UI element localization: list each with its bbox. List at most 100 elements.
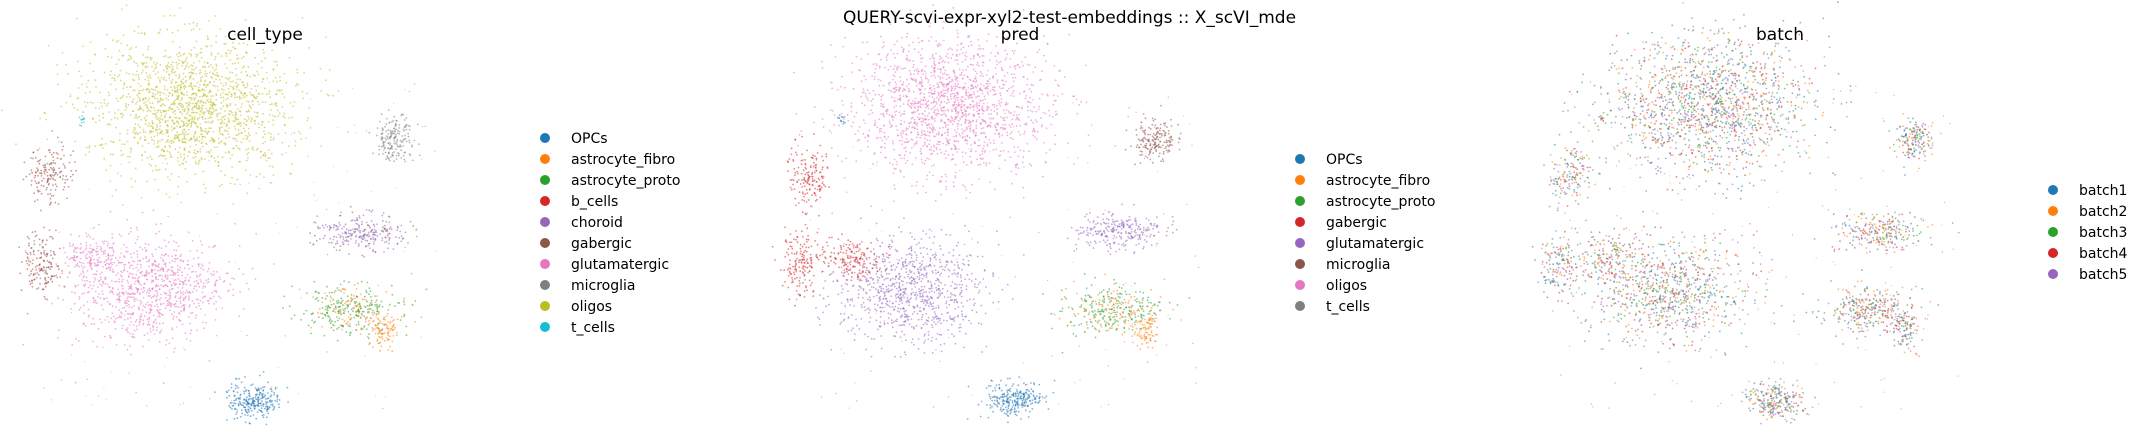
point xyxy=(213,157,216,159)
point xyxy=(196,126,199,129)
point xyxy=(387,328,389,330)
point xyxy=(346,323,348,325)
point xyxy=(160,303,162,306)
point xyxy=(358,303,361,306)
point xyxy=(128,161,131,164)
point xyxy=(1017,155,1020,158)
point xyxy=(306,92,309,95)
point xyxy=(920,103,922,106)
point xyxy=(29,261,32,263)
point xyxy=(110,289,112,292)
point xyxy=(67,186,70,188)
point xyxy=(389,320,392,323)
point xyxy=(191,86,193,89)
point xyxy=(120,235,123,237)
point xyxy=(389,129,392,132)
point xyxy=(236,108,239,110)
point xyxy=(399,139,402,142)
point xyxy=(47,44,50,47)
point xyxy=(117,100,119,102)
point xyxy=(353,295,355,297)
point xyxy=(313,280,316,283)
point xyxy=(225,98,228,101)
point xyxy=(91,403,93,406)
point xyxy=(367,323,370,326)
point xyxy=(150,130,153,132)
point xyxy=(144,242,147,245)
point xyxy=(208,261,211,264)
point xyxy=(169,294,172,297)
point xyxy=(103,240,106,243)
point xyxy=(49,235,51,238)
point xyxy=(126,270,129,273)
point xyxy=(303,312,305,315)
point xyxy=(371,303,373,306)
point xyxy=(294,140,297,143)
point xyxy=(880,146,883,148)
point xyxy=(205,102,207,104)
point xyxy=(276,64,279,67)
point xyxy=(326,225,329,228)
point xyxy=(228,136,230,139)
point xyxy=(103,102,106,104)
point xyxy=(317,299,320,302)
point xyxy=(368,311,371,313)
point xyxy=(130,256,133,259)
point xyxy=(33,243,36,246)
point xyxy=(225,137,228,139)
point xyxy=(234,222,236,225)
point xyxy=(86,270,89,272)
point xyxy=(353,301,356,303)
point xyxy=(257,402,260,405)
point xyxy=(177,278,180,280)
point xyxy=(191,72,194,75)
point xyxy=(370,220,373,223)
point xyxy=(180,133,183,136)
point xyxy=(229,402,232,404)
point xyxy=(247,132,250,135)
point xyxy=(1026,142,1029,145)
point xyxy=(281,153,283,156)
point xyxy=(896,163,899,166)
point xyxy=(92,70,95,73)
point xyxy=(229,85,232,88)
point xyxy=(115,344,118,346)
point xyxy=(263,41,266,44)
point xyxy=(933,60,936,62)
point xyxy=(134,136,136,139)
point xyxy=(234,128,237,130)
point xyxy=(106,315,109,318)
point xyxy=(254,122,256,125)
point xyxy=(232,404,235,407)
point xyxy=(196,276,199,279)
point xyxy=(276,400,278,403)
point xyxy=(398,145,401,148)
point xyxy=(111,291,113,294)
point xyxy=(915,78,917,81)
point xyxy=(229,406,232,409)
point xyxy=(368,242,371,245)
point xyxy=(112,254,114,257)
point xyxy=(217,161,220,164)
point xyxy=(155,232,158,235)
point xyxy=(123,292,125,294)
point xyxy=(213,270,215,273)
point xyxy=(111,312,114,314)
point xyxy=(166,277,169,280)
point xyxy=(250,94,252,96)
point xyxy=(103,298,105,301)
point xyxy=(324,224,327,226)
point xyxy=(174,110,177,112)
point xyxy=(376,324,379,327)
point xyxy=(344,288,347,291)
point xyxy=(120,8,123,11)
point xyxy=(244,118,246,120)
point xyxy=(383,147,386,150)
point xyxy=(140,89,143,92)
point xyxy=(957,111,960,113)
point xyxy=(357,309,360,312)
point xyxy=(162,162,164,164)
point xyxy=(157,140,159,143)
point xyxy=(197,86,200,89)
point xyxy=(161,278,163,280)
